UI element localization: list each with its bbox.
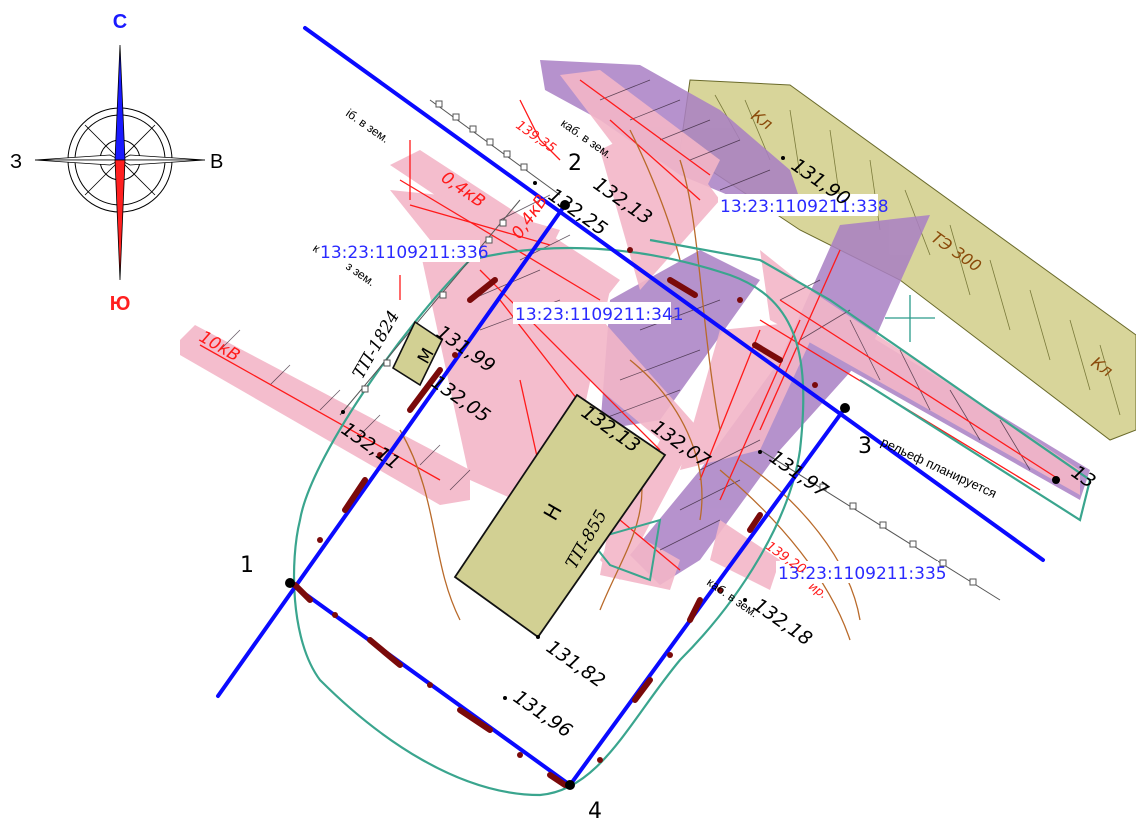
buffer-zone-2: [649, 238, 1092, 522]
fence-segments: [292, 277, 783, 788]
cable-label-left: іб. в зем.: [343, 106, 392, 146]
cable-label-right: каб. в зем.: [704, 575, 760, 620]
compass-south-label: Ю: [110, 293, 131, 315]
compass-west-label: З: [10, 151, 22, 173]
cable-label-left-3: з зем.: [343, 259, 378, 289]
compass-east-label: В: [210, 151, 223, 173]
compass-north-label: С: [113, 11, 127, 33]
comm-line-top: [429, 99, 561, 196]
corner-label-3: 3: [858, 434, 872, 459]
spot-dots: [341, 156, 1060, 700]
relief-label: рельеф планируется: [879, 434, 999, 501]
building-TP-1824: [391, 320, 444, 387]
cross-marker: [885, 295, 935, 342]
cadastral-label-341: 13:23:1109211:341: [513, 302, 684, 325]
compass-south-needle: [114, 159, 126, 281]
compass-north-needle: [114, 44, 126, 161]
corner-label-2: 2: [568, 151, 582, 176]
cadastral-label-335: 13:23:1109211:335: [776, 561, 947, 584]
elev-139-35: 139,35: [513, 118, 559, 156]
heat-zone-hatch: [714, 94, 1121, 416]
svg-text:13:23:1109211:341: 13:23:1109211:341: [515, 305, 684, 325]
buffer-zone-3: [588, 518, 662, 582]
corner-label-4: 4: [588, 799, 602, 820]
buffer-zone: [292, 246, 805, 797]
elev-131-82: 131,82: [542, 636, 609, 692]
comm-line-right: [759, 449, 1001, 601]
fence-dots: [317, 247, 818, 763]
elev-131-96: 131,96: [509, 686, 576, 742]
corner-label-1: 1: [240, 553, 254, 578]
elev-132-18: 132,18: [749, 594, 816, 650]
svg-text:13:23:1109211:336: 13:23:1109211:336: [320, 243, 489, 263]
cadastral-label-336: 13:23:1109211:336: [318, 240, 489, 263]
corner-points: [285, 200, 850, 790]
cadastral-label-338: 13:23:1109211:338: [718, 194, 889, 217]
svg-text:13:23:1109211:335: 13:23:1109211:335: [778, 564, 947, 584]
svg-text:13:23:1109211:338: 13:23:1109211:338: [720, 197, 889, 217]
compass-rose: [34, 44, 206, 281]
